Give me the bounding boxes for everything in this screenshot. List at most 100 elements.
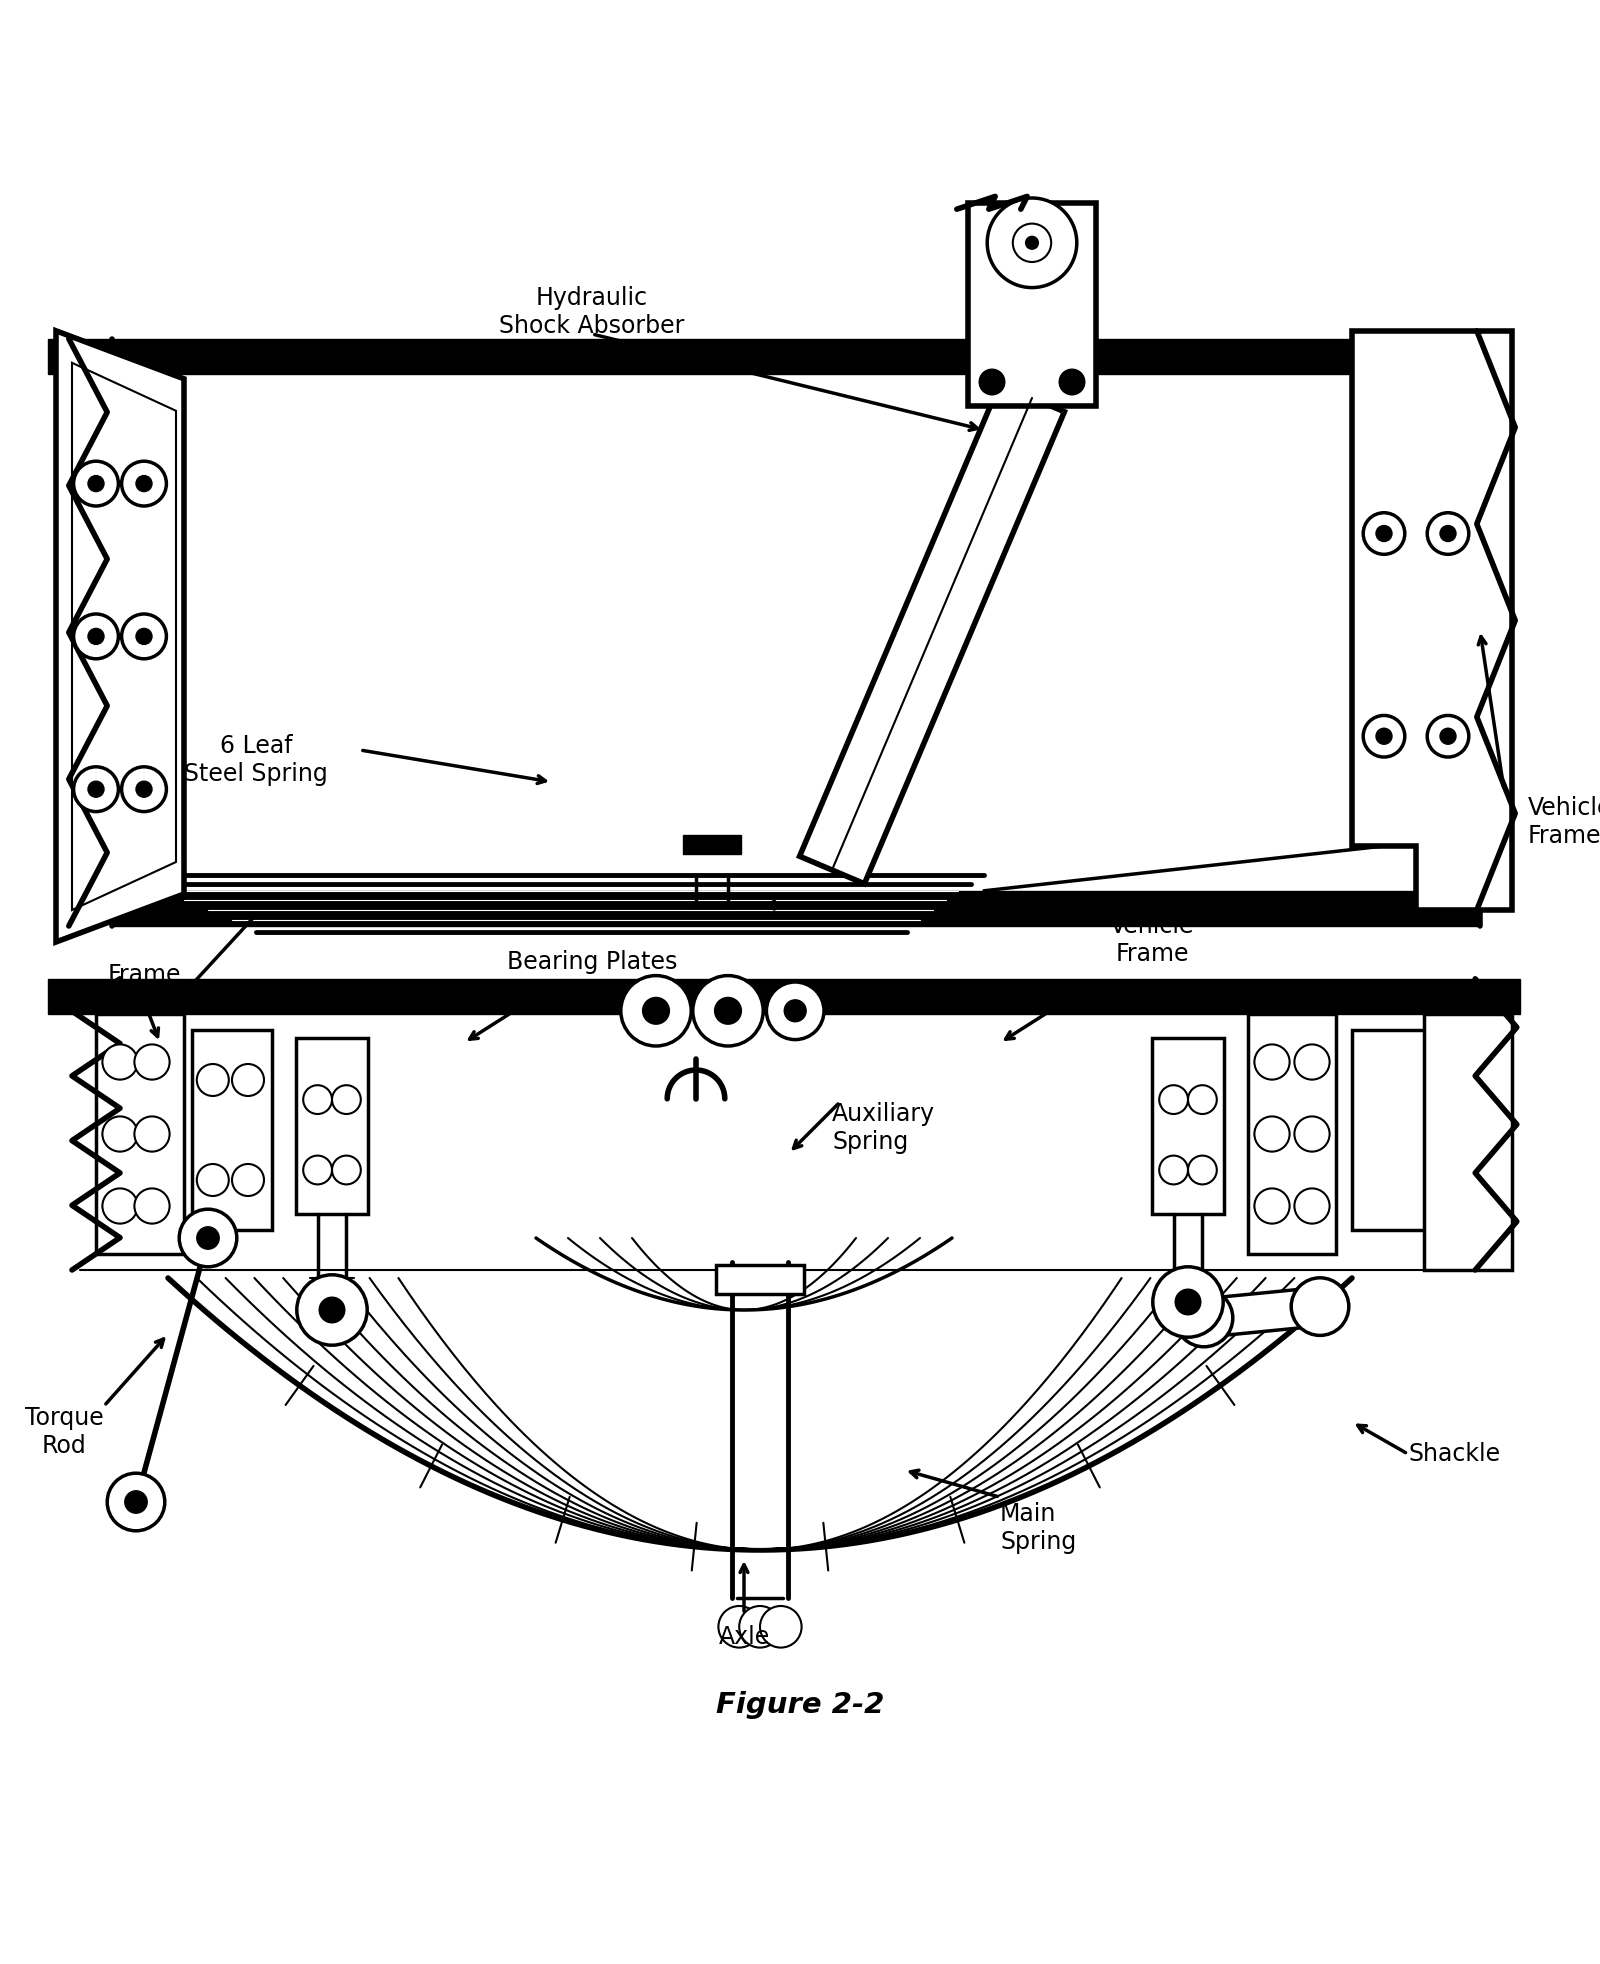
Circle shape	[1291, 1279, 1349, 1336]
Circle shape	[102, 1045, 138, 1080]
Circle shape	[784, 1000, 806, 1021]
Polygon shape	[48, 340, 1504, 373]
Circle shape	[304, 1086, 333, 1114]
Polygon shape	[112, 892, 1480, 925]
Circle shape	[197, 1165, 229, 1196]
Bar	[968, 202, 1096, 407]
Circle shape	[333, 1086, 360, 1114]
Polygon shape	[1248, 1013, 1336, 1253]
Circle shape	[718, 1607, 760, 1648]
Circle shape	[304, 1155, 333, 1184]
Circle shape	[1440, 729, 1456, 744]
Circle shape	[232, 1064, 264, 1096]
Bar	[683, 835, 741, 854]
Bar	[296, 1039, 368, 1214]
Text: 6 Leaf
Steel Spring: 6 Leaf Steel Spring	[184, 735, 328, 786]
Text: Frame: Frame	[107, 962, 181, 986]
Circle shape	[298, 1275, 368, 1345]
Circle shape	[1254, 1116, 1290, 1151]
Circle shape	[74, 615, 118, 658]
Circle shape	[88, 628, 104, 644]
Circle shape	[125, 1491, 147, 1512]
Circle shape	[179, 1210, 237, 1267]
Bar	[1424, 1013, 1512, 1271]
Circle shape	[1254, 1188, 1290, 1224]
Bar	[64, 1013, 1512, 1271]
Bar	[112, 373, 1480, 892]
Circle shape	[760, 1607, 802, 1648]
Circle shape	[74, 462, 118, 507]
Circle shape	[1440, 526, 1456, 542]
Text: Vehicle
Frame: Vehicle Frame	[1528, 795, 1600, 848]
Circle shape	[122, 615, 166, 658]
Circle shape	[621, 976, 691, 1047]
Circle shape	[1026, 236, 1038, 249]
Text: Auxiliary
Spring: Auxiliary Spring	[832, 1102, 934, 1153]
Text: Shackle: Shackle	[1408, 1442, 1501, 1465]
Text: Torque
Rod: Torque Rod	[24, 1406, 104, 1457]
Circle shape	[739, 1607, 781, 1648]
Circle shape	[134, 1116, 170, 1151]
Circle shape	[1427, 715, 1469, 756]
Circle shape	[643, 998, 669, 1023]
Text: Front Axle: Front Axle	[960, 894, 1078, 917]
Circle shape	[766, 982, 824, 1039]
Circle shape	[136, 782, 152, 797]
Circle shape	[88, 782, 104, 797]
Circle shape	[107, 1473, 165, 1530]
Circle shape	[1294, 1045, 1330, 1080]
Circle shape	[979, 369, 1005, 395]
Polygon shape	[1352, 330, 1512, 909]
Circle shape	[1187, 1086, 1216, 1114]
Text: Axle: Axle	[718, 1624, 770, 1650]
Circle shape	[1294, 1188, 1330, 1224]
Bar	[1152, 1039, 1224, 1214]
Circle shape	[1427, 513, 1469, 554]
Circle shape	[1158, 1086, 1187, 1114]
Circle shape	[715, 998, 741, 1023]
Circle shape	[102, 1188, 138, 1224]
Circle shape	[1376, 526, 1392, 542]
Circle shape	[1174, 1288, 1234, 1347]
Text: Bearing Plates: Bearing Plates	[507, 951, 677, 974]
Circle shape	[74, 766, 118, 811]
Circle shape	[1363, 513, 1405, 554]
Polygon shape	[72, 363, 176, 909]
Circle shape	[987, 198, 1077, 287]
Circle shape	[122, 766, 166, 811]
Circle shape	[1363, 715, 1405, 756]
Polygon shape	[1352, 1029, 1432, 1229]
Text: Figure 2-2: Figure 2-2	[715, 1691, 885, 1718]
Circle shape	[320, 1296, 346, 1324]
Polygon shape	[800, 385, 1064, 884]
Circle shape	[1013, 224, 1051, 261]
Circle shape	[102, 1116, 138, 1151]
Circle shape	[1254, 1045, 1290, 1080]
Circle shape	[197, 1228, 219, 1249]
Circle shape	[134, 1045, 170, 1080]
Polygon shape	[48, 978, 1520, 1013]
Text: Vehicle
Frame: Vehicle Frame	[1110, 913, 1194, 966]
Circle shape	[333, 1155, 360, 1184]
Circle shape	[693, 976, 763, 1047]
Circle shape	[88, 475, 104, 491]
Circle shape	[1187, 1155, 1216, 1184]
Polygon shape	[56, 330, 184, 943]
Polygon shape	[96, 1013, 184, 1253]
Circle shape	[136, 628, 152, 644]
Circle shape	[197, 1064, 229, 1096]
Circle shape	[232, 1165, 264, 1196]
Circle shape	[136, 475, 152, 491]
Circle shape	[1174, 1288, 1200, 1314]
Circle shape	[122, 462, 166, 507]
Bar	[715, 1265, 803, 1294]
Circle shape	[1376, 729, 1392, 744]
Polygon shape	[192, 1029, 272, 1229]
Circle shape	[1158, 1155, 1187, 1184]
Circle shape	[134, 1188, 170, 1224]
Circle shape	[1294, 1116, 1330, 1151]
Text: Hydraulic
Shock Absorber: Hydraulic Shock Absorber	[499, 287, 685, 338]
Circle shape	[1059, 369, 1085, 395]
Polygon shape	[1202, 1288, 1322, 1337]
Circle shape	[1152, 1267, 1224, 1337]
